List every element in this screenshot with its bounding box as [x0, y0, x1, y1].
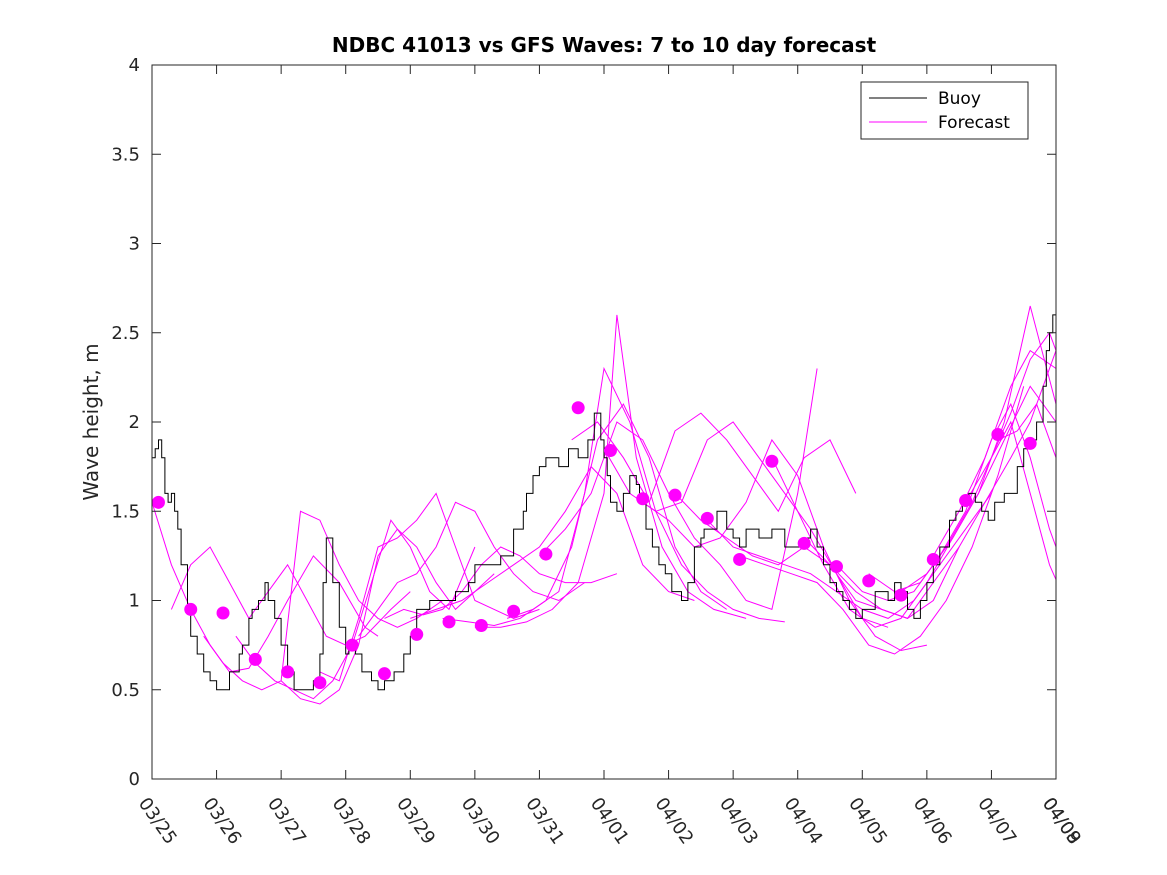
forecast-run-line [900, 385, 1057, 593]
forecast-run-line [170, 546, 411, 646]
forecast-run-line [642, 438, 928, 652]
forecast-run-line [965, 331, 1057, 503]
x-tick-label: 03/28 [328, 794, 375, 849]
forecast-run-line [674, 493, 960, 619]
y-tick-label: 2.5 [111, 323, 140, 344]
forecast-run-line [358, 501, 585, 637]
y-tick-label: 3.5 [111, 144, 140, 165]
x-tick-label: 03/27 [263, 794, 310, 849]
forecast-point [733, 552, 747, 566]
x-tick-label: 04/01 [586, 794, 633, 849]
forecast-point [345, 638, 359, 652]
forecast-point [862, 574, 876, 588]
x-tick-label: 04/07 [973, 794, 1020, 849]
legend-buoy-label: Buoy [938, 89, 981, 109]
legend: Buoy Forecast [860, 81, 1029, 140]
y-tick-label: 1 [129, 591, 140, 612]
x-tick-label: 03/30 [457, 794, 504, 849]
buoy-series [152, 279, 1057, 691]
forecast-point [474, 618, 488, 632]
forecast-point [281, 665, 295, 679]
y-tick-label: 0.5 [111, 680, 140, 701]
forecast-point [313, 676, 327, 690]
forecast-point [829, 560, 843, 574]
x-tick-label: 03/31 [521, 794, 568, 849]
forecast-point [959, 494, 973, 508]
forecast-run-line [203, 510, 443, 691]
x-tick-label: 04/09 [1038, 794, 1085, 849]
x-tick-label: 04/04 [780, 794, 827, 849]
forecast-run-line [506, 366, 785, 623]
forecast-point [668, 488, 682, 502]
forecast-point [442, 615, 456, 629]
forecast-point [894, 588, 908, 602]
forecast-run-line [410, 465, 695, 619]
forecast-point [571, 401, 585, 415]
x-tick-label: 03/26 [198, 794, 245, 849]
forecast-point [1023, 436, 1037, 450]
y-axis: 0 0.5 1 1.5 2 2.5 3 3.5 4 [111, 55, 1056, 790]
forecast-point [184, 602, 198, 616]
x-tick-label: 04/06 [909, 794, 956, 849]
forecast-point [507, 604, 521, 618]
forecast-point [636, 492, 650, 506]
forecast-point [765, 454, 779, 468]
y-tick-label: 0 [129, 769, 140, 790]
x-tick-label: 03/25 [134, 794, 181, 849]
legend-forecast-label: Forecast [938, 113, 1010, 133]
y-tick-label: 3 [129, 234, 140, 255]
x-tick-label: 04/02 [650, 794, 697, 849]
forecast-point [216, 606, 230, 620]
forecast-point [377, 667, 391, 681]
forecast-markers [151, 401, 1037, 690]
forecast-run-line [997, 403, 1057, 458]
x-tick-label: 04/05 [844, 794, 891, 849]
forecast-point [151, 495, 165, 509]
buoy-line [152, 279, 1057, 691]
plot-background [152, 65, 1056, 779]
forecast-point [248, 652, 262, 666]
forecast-point [410, 627, 424, 641]
forecast-point [700, 511, 714, 525]
forecast-point [991, 427, 1005, 441]
forecast-point [603, 444, 617, 458]
forecast-run-line [739, 386, 1025, 655]
y-tick-label: 1.5 [111, 501, 140, 522]
forecast-run-line [539, 368, 818, 611]
x-tick-label: 04/03 [715, 794, 762, 849]
y-axis-label: Wave height, m [79, 343, 103, 500]
y-tick-label: 4 [129, 55, 140, 76]
forecast-run-line [474, 314, 747, 628]
forecast-run-line [571, 412, 857, 513]
forecast-point [926, 552, 940, 566]
y-tick-label: 2 [129, 412, 140, 433]
x-tick-label: 03/29 [392, 794, 439, 849]
forecast-point [797, 536, 811, 550]
forecast-run-line [319, 492, 540, 682]
forecast-run-line [384, 546, 618, 619]
forecast-run-line [771, 305, 1057, 628]
forecast-run-line [836, 402, 1057, 602]
chart-title: NDBC 41013 vs GFS Waves: 7 to 10 day for… [332, 33, 877, 57]
forecast-lines [151, 305, 1057, 705]
legend-box [860, 81, 1029, 140]
forecast-point [539, 547, 553, 561]
